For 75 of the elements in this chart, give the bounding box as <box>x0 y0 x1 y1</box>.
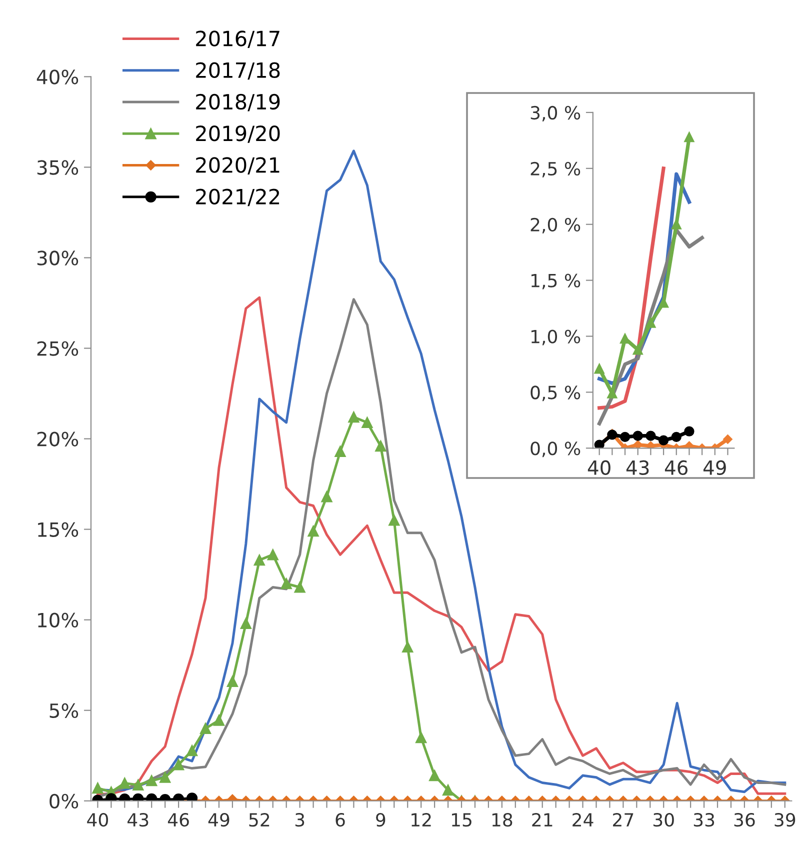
y-tick-label: 0,5 % <box>530 386 580 402</box>
y-tick-label: 40% <box>36 70 78 84</box>
point <box>646 318 656 328</box>
x-tick-label: 9 <box>376 813 386 827</box>
point <box>632 344 643 355</box>
x-tick-label: 33 <box>694 813 714 827</box>
point <box>646 430 656 441</box>
legend-label: 2017/18 <box>196 62 280 80</box>
legend-label: 2019/20 <box>196 125 280 143</box>
point <box>684 426 694 436</box>
point <box>658 435 669 446</box>
x-tick-label: 24 <box>572 813 594 826</box>
y-tick-label: 0% <box>50 794 78 809</box>
x-tick-label: 21 <box>532 813 552 826</box>
x-tick-label: 36 <box>734 813 755 827</box>
point <box>348 412 360 423</box>
x-tick-label: 43 <box>626 460 649 476</box>
legend-label: 2020/21 <box>196 157 280 174</box>
point <box>646 441 656 448</box>
y-tick-label: 15% <box>38 522 78 537</box>
point <box>671 219 682 230</box>
y-tick-label: 35% <box>37 160 78 175</box>
x-tick-label: 6 <box>336 813 345 827</box>
point <box>280 578 292 590</box>
x-tick-label: 3 <box>295 813 304 827</box>
legend-label: 2018/19 <box>196 94 280 112</box>
point <box>308 526 319 537</box>
x-tick-label: 40 <box>87 813 108 827</box>
point <box>388 514 400 526</box>
y-tick-label: 3,0 % <box>530 106 580 122</box>
x-tick-label: 30 <box>654 813 674 827</box>
y-tick-label: 10% <box>38 612 78 628</box>
point <box>267 549 278 560</box>
y-tick-label: 1,0 % <box>531 330 580 346</box>
point <box>633 440 643 448</box>
x-tick-label: 52 <box>249 813 270 827</box>
y-tick-label: 2,5 % <box>530 162 580 178</box>
y-tick-label: 1,5 % <box>531 274 580 290</box>
x-tick-label: 18 <box>492 813 512 827</box>
point <box>362 416 373 428</box>
y-tick-label: 5% <box>50 703 78 718</box>
point <box>240 618 252 630</box>
y-tick-label: 2,0 % <box>530 218 580 234</box>
x-tick-label: 39 <box>774 813 796 827</box>
point <box>684 132 694 142</box>
point <box>684 441 694 448</box>
y-tick-label: 25% <box>37 341 78 356</box>
legend-label: 2016/17 <box>196 30 280 48</box>
x-tick-label: 49 <box>208 813 230 827</box>
x-tick-label: 46 <box>664 460 688 476</box>
y-tick-label: 0,0 % <box>530 442 580 458</box>
point <box>658 298 669 308</box>
point <box>402 641 414 653</box>
x-tick-label: 12 <box>412 813 431 826</box>
x-tick-label: 15 <box>452 813 472 827</box>
y-tick-label: 30% <box>37 250 78 266</box>
x-tick-label: 49 <box>703 460 726 476</box>
point <box>594 364 604 374</box>
point <box>723 434 732 444</box>
y-tick-label: 20% <box>37 432 78 446</box>
x-tick-label: 27 <box>613 813 634 826</box>
line-series <box>598 166 666 410</box>
point <box>632 430 643 441</box>
point <box>254 554 265 566</box>
point <box>334 446 346 458</box>
x-tick-label: 46 <box>168 813 189 827</box>
point <box>321 491 332 502</box>
point <box>294 582 306 593</box>
point <box>620 432 630 442</box>
point <box>375 440 386 452</box>
x-tick-label: 43 <box>128 813 148 827</box>
point <box>671 432 682 442</box>
point <box>226 676 238 687</box>
legend-label: 2021/22 <box>196 188 280 206</box>
x-tick-label: 40 <box>588 460 610 476</box>
